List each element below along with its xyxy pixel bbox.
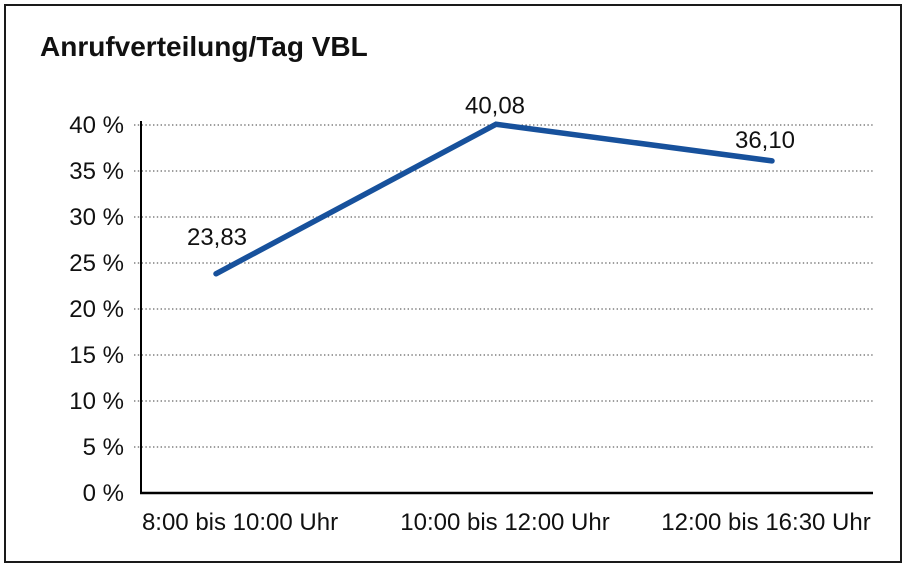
chart-frame (4, 4, 902, 563)
chart-title: Anrufverteilung/Tag VBL (40, 31, 368, 62)
x-category-label-3: 12:00 bis 16:30 Uhr (661, 509, 870, 536)
point-label-3: 36,10 (735, 127, 795, 154)
y-axis-tick-labels: 0 % 5 % 10 % 15 % 20 % 25 % 30 % 35 % 40 % (69, 112, 124, 507)
x-axis-category-labels: 8:00 bis 10:00 Uhr 10:00 bis 12:00 Uhr 12:… (142, 509, 871, 536)
axes (140, 121, 873, 495)
y-tick-label-5: 5 % (83, 434, 124, 461)
y-tick-label-30: 30 % (69, 204, 124, 231)
y-tick-label-0: 0 % (83, 480, 124, 507)
point-label-2: 40,08 (465, 92, 525, 119)
point-label-1: 23,83 (187, 224, 247, 251)
y-tick-label-15: 15 % (69, 342, 124, 369)
y-tick-label-35: 35 % (69, 158, 124, 185)
x-category-label-1: 8:00 bis 10:00 Uhr (142, 509, 338, 536)
data-series (213, 121, 775, 277)
y-tick-label-25: 25 % (69, 250, 124, 277)
y-tick-label-40: 40 % (69, 112, 124, 139)
x-category-label-2: 10:00 bis 12:00 Uhr (400, 509, 609, 536)
data-line (213, 121, 775, 277)
y-tick-label-10: 10 % (69, 388, 124, 415)
data-point-labels: 23,83 40,08 36,10 (187, 92, 795, 251)
y-tick-label-20: 20 % (69, 296, 124, 323)
gridlines (134, 124, 873, 448)
